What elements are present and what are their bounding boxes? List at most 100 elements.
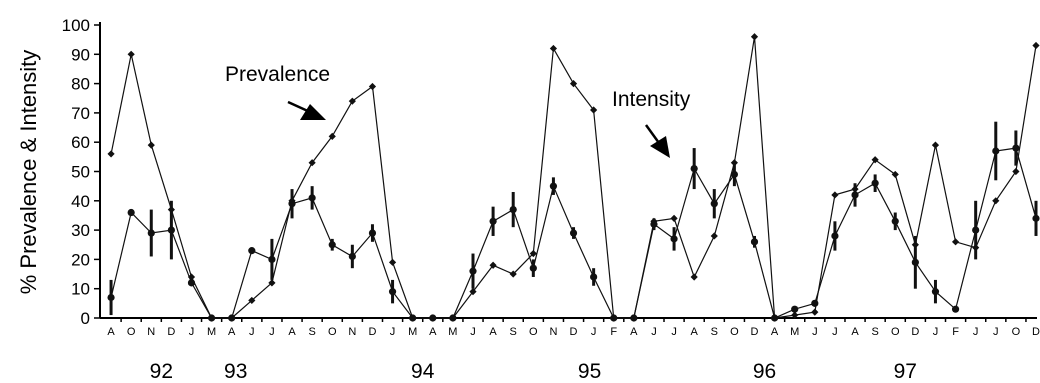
x-tick-label: S xyxy=(711,326,718,338)
data-point xyxy=(891,170,899,179)
data-point xyxy=(710,232,718,240)
arrow-shaft xyxy=(644,124,661,144)
axes xyxy=(99,22,1037,319)
data-point xyxy=(992,147,1000,155)
series-intensity xyxy=(107,121,1040,322)
data-point xyxy=(931,141,940,149)
data-point xyxy=(871,179,879,187)
x-tick-label: A xyxy=(690,326,698,338)
data-point xyxy=(931,288,940,296)
data-point xyxy=(770,314,779,322)
y-tick-label: 20 xyxy=(71,250,90,269)
data-point xyxy=(469,267,477,275)
data-point xyxy=(368,82,377,91)
year-label: 96 xyxy=(753,360,776,383)
x-tick-label: O xyxy=(1012,326,1021,338)
x-tick-label: N xyxy=(147,326,155,338)
y-axis-ticks: 0 10 20 30 40 50 60 70 80 90 100 xyxy=(62,16,100,328)
x-tick-label: A xyxy=(288,326,296,338)
x-tick-label: D xyxy=(167,326,175,338)
data-point xyxy=(348,97,356,105)
x-tick-label: J xyxy=(591,326,597,338)
x-tick-label: S xyxy=(510,326,517,338)
data-point xyxy=(348,252,356,261)
data-point xyxy=(791,305,799,313)
data-point xyxy=(429,314,437,322)
data-point xyxy=(228,314,236,322)
x-tick-label: J xyxy=(832,326,838,338)
data-point xyxy=(368,229,377,237)
data-point xyxy=(951,305,960,313)
data-point xyxy=(610,314,618,322)
data-point xyxy=(871,156,879,164)
x-tick-label: J xyxy=(470,326,476,338)
data-point xyxy=(268,255,276,263)
data-point xyxy=(248,296,256,305)
x-tick-label: M xyxy=(790,326,799,338)
data-point xyxy=(690,164,698,173)
data-point xyxy=(1032,214,1040,222)
data-point xyxy=(730,159,738,167)
data-point xyxy=(187,279,196,287)
data-point xyxy=(509,205,517,214)
year-label: 92 xyxy=(150,360,173,383)
y-tick-label: 10 xyxy=(71,280,90,299)
x-tick-label: A xyxy=(429,326,437,338)
year-labels: 92 93 94 95 96 97 xyxy=(150,360,917,383)
y-tick-label: 50 xyxy=(71,163,90,182)
data-point xyxy=(167,226,175,234)
data-point xyxy=(207,314,216,322)
data-point xyxy=(811,308,819,316)
x-tick-label: J xyxy=(189,326,195,338)
data-point xyxy=(750,33,759,41)
data-point xyxy=(630,314,638,322)
x-tick-label: D xyxy=(570,326,578,338)
data-point xyxy=(690,273,698,281)
y-tick-label: 40 xyxy=(71,192,90,211)
data-point xyxy=(489,261,497,269)
x-tick-label: A xyxy=(489,326,497,338)
data-point xyxy=(569,80,578,88)
data-point xyxy=(328,132,336,140)
data-point xyxy=(730,170,738,179)
x-tick-label: J xyxy=(249,326,255,338)
data-point xyxy=(529,249,537,258)
data-point xyxy=(590,106,598,114)
x-tick-label: D xyxy=(368,326,376,338)
arrow-head xyxy=(300,104,326,120)
data-point xyxy=(107,150,115,158)
y-tick-label: 90 xyxy=(71,45,90,64)
x-tick-label: O xyxy=(891,326,900,338)
series-layer xyxy=(107,33,1040,322)
x-tick-label: M xyxy=(207,326,216,338)
x-tick-label: N xyxy=(348,326,356,338)
x-tick-label: F xyxy=(610,326,617,338)
year-label: 93 xyxy=(224,360,247,383)
data-point xyxy=(750,238,759,246)
data-point xyxy=(127,50,135,58)
data-point xyxy=(831,232,839,240)
data-point xyxy=(911,258,919,266)
data-point xyxy=(1012,144,1020,152)
x-tick-label: M xyxy=(448,326,457,338)
data-point xyxy=(791,311,799,319)
data-point xyxy=(972,226,980,234)
data-point xyxy=(710,200,718,208)
data-point xyxy=(670,214,678,222)
data-point xyxy=(951,238,960,246)
data-point xyxy=(529,264,537,272)
annotation-intensity: Intensity xyxy=(612,88,691,111)
y-tick-label: 0 xyxy=(81,309,90,328)
x-tick-label: J xyxy=(671,326,677,338)
y-axis-label: % Prevalence & Intensity xyxy=(16,50,41,295)
y-tick-label: 60 xyxy=(71,133,90,152)
x-tick-label: A xyxy=(107,326,115,338)
y-tick-label: 70 xyxy=(71,104,90,123)
data-point xyxy=(891,217,899,225)
x-tick-label: A xyxy=(630,326,638,338)
data-point xyxy=(147,229,155,237)
x-tick-label: A xyxy=(851,326,859,338)
x-tick-label: A xyxy=(228,326,236,338)
data-point xyxy=(308,159,316,167)
